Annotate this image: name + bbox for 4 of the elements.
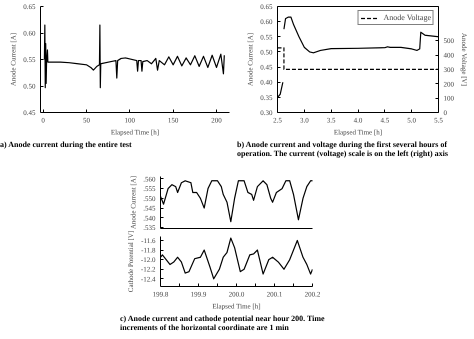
text: c) Anode current and cathode potential near hour 200. Time increments of the horizontal coordinate are 1 min (120, 314, 326, 332)
text: b) Anode current and voltage during the first several hours of operation. The current (voltage) scale is on the left (right) axis (237, 140, 450, 158)
text: a) Anode current during the entire test (0, 140, 132, 149)
legend-label: Anode Voltage (384, 13, 431, 22)
